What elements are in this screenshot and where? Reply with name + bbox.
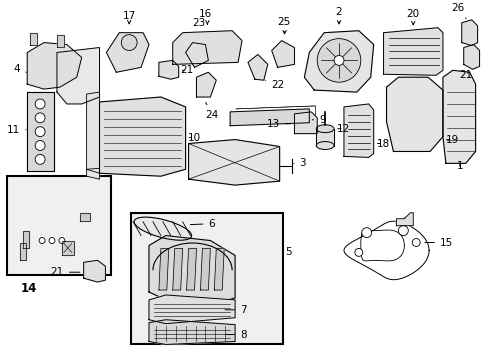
- Polygon shape: [149, 295, 235, 324]
- Text: 25: 25: [276, 17, 289, 27]
- Text: 17: 17: [122, 11, 136, 21]
- Polygon shape: [271, 41, 294, 67]
- Text: 5: 5: [285, 247, 292, 257]
- Polygon shape: [196, 72, 216, 97]
- Text: 24: 24: [205, 103, 219, 120]
- Circle shape: [35, 99, 45, 109]
- Polygon shape: [83, 260, 105, 282]
- Polygon shape: [463, 45, 479, 69]
- Polygon shape: [80, 213, 89, 221]
- Text: 1: 1: [455, 161, 462, 171]
- Text: 14: 14: [20, 282, 37, 294]
- Text: 12: 12: [336, 124, 349, 134]
- Polygon shape: [383, 28, 442, 75]
- Polygon shape: [57, 48, 99, 104]
- Circle shape: [49, 238, 55, 243]
- Polygon shape: [386, 77, 442, 152]
- Text: 19: 19: [445, 135, 458, 145]
- Text: 26: 26: [450, 3, 465, 19]
- Text: 20: 20: [406, 9, 419, 19]
- Text: 2: 2: [335, 7, 342, 17]
- Polygon shape: [27, 92, 54, 171]
- Text: 7: 7: [224, 305, 246, 315]
- Bar: [131, 213, 282, 345]
- Circle shape: [411, 239, 419, 247]
- Polygon shape: [30, 33, 37, 45]
- Circle shape: [35, 113, 45, 123]
- Ellipse shape: [316, 141, 333, 149]
- Text: 23: 23: [191, 18, 204, 28]
- Polygon shape: [230, 109, 309, 126]
- Polygon shape: [20, 243, 26, 260]
- Polygon shape: [172, 248, 182, 290]
- Polygon shape: [442, 70, 475, 163]
- Text: 15: 15: [424, 238, 452, 248]
- Polygon shape: [172, 31, 242, 64]
- Text: 11: 11: [7, 125, 26, 135]
- Polygon shape: [200, 248, 210, 290]
- Text: 10: 10: [187, 132, 200, 143]
- Text: 9: 9: [312, 115, 325, 125]
- Bar: [7, 176, 111, 275]
- Text: 18: 18: [376, 139, 389, 149]
- Polygon shape: [86, 92, 99, 173]
- Circle shape: [333, 55, 343, 66]
- Polygon shape: [188, 140, 279, 185]
- Circle shape: [121, 35, 137, 50]
- Polygon shape: [86, 168, 99, 179]
- Circle shape: [317, 39, 360, 82]
- Polygon shape: [159, 248, 168, 290]
- Circle shape: [35, 140, 45, 150]
- Text: 22: 22: [265, 80, 284, 90]
- Text: 6: 6: [190, 219, 215, 229]
- Polygon shape: [343, 104, 373, 157]
- Polygon shape: [57, 35, 64, 46]
- Polygon shape: [106, 33, 149, 72]
- Polygon shape: [149, 235, 235, 305]
- Circle shape: [35, 154, 45, 164]
- Polygon shape: [23, 231, 29, 248]
- Circle shape: [398, 226, 407, 235]
- Text: 3: 3: [293, 158, 305, 168]
- Text: 16: 16: [199, 9, 212, 19]
- Polygon shape: [149, 320, 235, 345]
- Circle shape: [59, 238, 65, 243]
- Circle shape: [354, 248, 362, 256]
- Polygon shape: [99, 97, 185, 176]
- Polygon shape: [304, 31, 373, 92]
- Polygon shape: [186, 248, 196, 290]
- Polygon shape: [214, 248, 224, 290]
- Text: 21: 21: [458, 70, 471, 80]
- Polygon shape: [294, 112, 317, 134]
- Ellipse shape: [134, 217, 191, 240]
- Circle shape: [361, 228, 371, 238]
- Text: 8: 8: [224, 329, 246, 339]
- Text: 21: 21: [180, 65, 194, 75]
- Ellipse shape: [316, 125, 333, 132]
- Polygon shape: [396, 213, 412, 226]
- Polygon shape: [461, 20, 477, 46]
- Polygon shape: [159, 60, 178, 79]
- Text: 4: 4: [14, 64, 26, 74]
- Polygon shape: [62, 240, 74, 255]
- Text: 21: 21: [51, 267, 80, 277]
- Text: 13: 13: [266, 119, 290, 129]
- Polygon shape: [316, 129, 333, 145]
- Circle shape: [39, 238, 45, 243]
- Circle shape: [35, 127, 45, 136]
- Polygon shape: [27, 42, 81, 89]
- Polygon shape: [247, 54, 267, 80]
- Polygon shape: [185, 42, 208, 67]
